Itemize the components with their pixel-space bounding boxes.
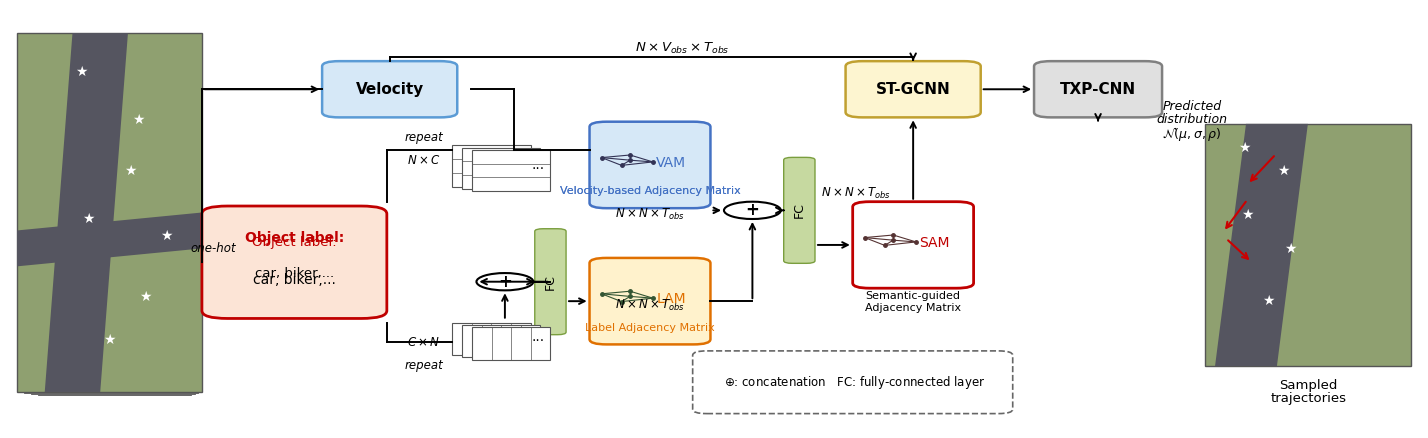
- Text: FC: FC: [544, 274, 557, 290]
- Text: ★: ★: [81, 212, 94, 226]
- Text: FC: FC: [793, 202, 805, 218]
- Polygon shape: [44, 33, 129, 392]
- Text: Predicted: Predicted: [1162, 100, 1221, 113]
- FancyBboxPatch shape: [453, 323, 531, 355]
- FancyBboxPatch shape: [453, 145, 531, 187]
- Text: +: +: [498, 273, 511, 291]
- FancyBboxPatch shape: [201, 206, 387, 318]
- Text: Object label:: Object label:: [244, 231, 344, 245]
- Text: ★: ★: [1284, 242, 1297, 256]
- Text: Adjacency Matrix: Adjacency Matrix: [865, 303, 961, 313]
- Circle shape: [724, 202, 781, 219]
- Text: ★: ★: [1238, 141, 1251, 155]
- Text: ★: ★: [139, 290, 151, 304]
- FancyBboxPatch shape: [590, 122, 711, 208]
- Text: $C \times N$: $C \times N$: [407, 336, 440, 349]
- Text: ★: ★: [103, 333, 116, 347]
- Text: $N \times N \times T_{obs}$: $N \times N \times T_{obs}$: [615, 207, 685, 222]
- Text: $\oplus$: concatenation   FC: fully-connected layer: $\oplus$: concatenation FC: fully-connec…: [724, 374, 985, 391]
- FancyBboxPatch shape: [693, 351, 1012, 413]
- Text: ★: ★: [1262, 294, 1275, 308]
- Text: ★: ★: [131, 113, 144, 127]
- Text: ST-GCNN: ST-GCNN: [875, 82, 951, 97]
- Text: VAM: VAM: [657, 156, 687, 170]
- Text: $N \times N \times T_{obs}$: $N \times N \times T_{obs}$: [615, 298, 685, 313]
- Text: ★: ★: [1277, 164, 1289, 178]
- Polygon shape: [1215, 124, 1308, 366]
- Text: trajectories: trajectories: [1271, 392, 1347, 405]
- FancyBboxPatch shape: [473, 327, 550, 360]
- FancyBboxPatch shape: [17, 33, 201, 392]
- Text: ★: ★: [124, 164, 137, 178]
- Text: TXP-CNN: TXP-CNN: [1060, 82, 1137, 97]
- Circle shape: [477, 273, 533, 290]
- Text: Object label:: Object label:: [253, 236, 337, 249]
- Text: Velocity-based Adjacency Matrix: Velocity-based Adjacency Matrix: [560, 186, 740, 196]
- Text: Label Adjacency Matrix: Label Adjacency Matrix: [585, 323, 715, 333]
- Text: Sampled: Sampled: [1279, 379, 1338, 392]
- Text: SAM: SAM: [920, 236, 950, 250]
- FancyBboxPatch shape: [534, 229, 565, 335]
- Text: Velocity-based Adjacency Matrix: Velocity-based Adjacency Matrix: [560, 186, 740, 196]
- Text: ★: ★: [1241, 208, 1254, 222]
- FancyBboxPatch shape: [590, 258, 711, 344]
- Text: $N \times C$: $N \times C$: [407, 154, 440, 167]
- FancyBboxPatch shape: [845, 61, 981, 117]
- FancyBboxPatch shape: [784, 157, 815, 263]
- FancyBboxPatch shape: [463, 148, 540, 189]
- Text: distribution: distribution: [1157, 113, 1228, 126]
- Text: ...: ...: [531, 330, 544, 344]
- Text: $N \times V_{obs} \times T_{obs}$: $N \times V_{obs} \times T_{obs}$: [635, 41, 730, 56]
- Text: LAM: LAM: [657, 292, 685, 306]
- Text: repeat: repeat: [404, 359, 443, 372]
- Text: car, biker,...: car, biker,...: [253, 272, 336, 286]
- Text: +: +: [745, 201, 760, 219]
- Text: ★: ★: [74, 65, 87, 79]
- Text: ★: ★: [160, 230, 173, 243]
- FancyBboxPatch shape: [31, 37, 194, 394]
- Text: $\mathcal{N}(\mu, \sigma, \rho)$: $\mathcal{N}(\mu, \sigma, \rho)$: [1162, 125, 1221, 143]
- Text: Semantic-guided: Semantic-guided: [865, 291, 961, 301]
- FancyBboxPatch shape: [24, 35, 198, 393]
- Text: one-hot: one-hot: [190, 242, 236, 255]
- Text: Velocity: Velocity: [356, 82, 424, 97]
- Polygon shape: [17, 212, 201, 266]
- FancyBboxPatch shape: [473, 150, 550, 191]
- FancyBboxPatch shape: [463, 325, 540, 357]
- FancyBboxPatch shape: [39, 39, 191, 395]
- Text: ...: ...: [531, 158, 544, 172]
- Text: car, biker,...: car, biker,...: [254, 267, 334, 279]
- FancyBboxPatch shape: [1034, 61, 1162, 117]
- FancyBboxPatch shape: [1205, 124, 1411, 366]
- Text: repeat: repeat: [404, 131, 443, 144]
- Text: $N \times N \times T_{obs}$: $N \times N \times T_{obs}$: [821, 186, 891, 201]
- FancyBboxPatch shape: [853, 202, 974, 288]
- FancyBboxPatch shape: [323, 61, 457, 117]
